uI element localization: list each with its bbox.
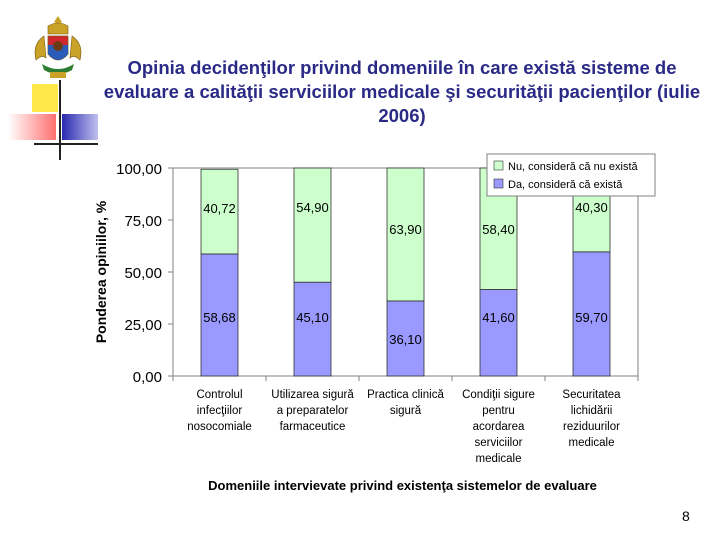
y-tick-label: 0,00 <box>133 369 162 386</box>
deco-red-square <box>8 114 56 140</box>
slide-title: Opinia decidenţilor privind domeniile în… <box>103 57 701 126</box>
bar-da <box>572 251 611 377</box>
bar-nu <box>293 167 332 283</box>
data-label-nu: 40,30 <box>575 200 608 215</box>
y-tick-label: 50,00 <box>124 265 162 282</box>
data-label-da: 36,10 <box>389 332 422 347</box>
x-tick-label: pentru <box>482 405 515 417</box>
x-tick-label: farmaceutice <box>280 421 346 433</box>
y-tick-label: 100,00 <box>116 161 162 178</box>
page-number: 8 <box>682 508 690 524</box>
x-tick-label: acordarea <box>473 421 525 433</box>
x-tick-label: medicale <box>568 437 614 449</box>
deco-horizontal-line <box>34 143 98 145</box>
bar-nu <box>200 168 239 255</box>
x-tick-label: Condiţii sigure <box>462 389 535 401</box>
bar-nu <box>386 167 425 302</box>
bar-da <box>293 281 332 377</box>
y-tick-label: 75,00 <box>124 213 162 230</box>
deco-yellow-square <box>32 84 58 112</box>
data-label-da: 45,10 <box>296 310 329 325</box>
x-tick-label: infecţiilor <box>197 405 243 417</box>
x-axis-label: Domeniile intervievate privind existenţa… <box>208 478 597 493</box>
bar-da <box>386 300 425 377</box>
deco-vertical-line <box>59 80 61 160</box>
x-tick-label: reziduurilor <box>563 421 620 433</box>
x-tick-label: lichidării <box>571 405 613 417</box>
x-tick-label: serviciilor <box>475 437 523 449</box>
x-tick-label: sigură <box>390 405 422 417</box>
y-axis-label: Ponderea opiniilor, % <box>93 200 109 343</box>
x-tick-label: Securitatea <box>562 389 621 401</box>
x-tick-label: nosocomiale <box>187 421 252 433</box>
legend-swatch <box>493 178 504 189</box>
y-tick-label: 25,00 <box>124 317 162 334</box>
x-tick-label: medicale <box>475 453 521 465</box>
x-tick-label: Utilizarea sigură <box>271 389 354 401</box>
data-label-da: 59,70 <box>575 310 608 325</box>
legend-label: Nu, consideră că nu există <box>508 161 639 173</box>
data-label-nu: 63,90 <box>389 222 422 237</box>
bar-da <box>479 289 518 377</box>
coat-of-arms-logo <box>34 16 82 78</box>
data-label-nu: 58,40 <box>482 222 515 237</box>
x-tick-label: Practica clinică <box>367 389 444 401</box>
data-label-nu: 40,72 <box>203 201 236 216</box>
data-label-nu: 54,90 <box>296 200 329 215</box>
legend-swatch <box>493 160 504 171</box>
legend-label: Da, consideră că există <box>508 179 623 191</box>
bar-da <box>200 253 239 377</box>
data-label-da: 58,68 <box>203 310 236 325</box>
deco-blue-square <box>62 114 98 140</box>
x-tick-label: a preparatelor <box>277 405 349 417</box>
x-tick-label: Controlul <box>196 389 242 401</box>
data-label-da: 41,60 <box>482 310 515 325</box>
legend-box <box>486 153 656 197</box>
